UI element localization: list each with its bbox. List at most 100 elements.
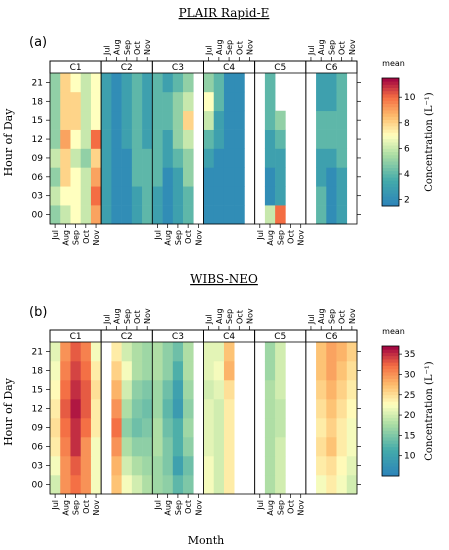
heatmap-cell [264,110,276,130]
heatmap-cell [162,129,174,149]
colorbar-segment [382,90,399,95]
heatmap-cell [80,437,92,457]
heatmap-cell [152,399,163,419]
colorbar-segment [382,145,399,149]
heatmap-cell [111,456,122,476]
heatmap-cell [60,456,71,476]
colorbar-segment [382,170,399,175]
colorbar-segment [382,349,399,353]
heatmap-cell [234,205,245,225]
heatmap-cell [264,73,276,93]
heatmap-cell [213,186,225,206]
heatmap-cell [121,399,133,419]
heatmap-cell [111,399,122,419]
heatmap-cell [60,148,71,168]
heatmap-cell [142,399,153,419]
heatmap-cell [203,437,215,457]
heatmap-cell [183,456,194,476]
heatmap-cell [213,167,225,187]
heatmap-cell [316,342,327,362]
heatmap-cell [172,342,184,362]
heatmap-cell [80,167,92,187]
colorbar-segment [382,453,399,457]
heatmap-cell [275,361,286,381]
heatmap-cell [213,418,225,438]
x-tick-label: Sep [174,500,183,515]
colorbar-segment [382,100,399,104]
heatmap-cell [50,129,61,149]
heatmap-cell [316,110,327,130]
heatmap-cell [121,167,133,187]
facet-label: C2 [121,332,133,342]
heatmap-cell [50,167,61,187]
colorbar-segment [382,190,399,194]
heatmap-cell [203,91,215,112]
colorbar-segment [382,378,399,383]
heatmap-cell [90,129,102,149]
colorbar-segment [382,404,399,409]
heatmap-cell [336,186,348,206]
heatmap-cell [50,73,61,93]
heatmap-cell [90,186,102,206]
heatmap-cell [60,361,71,381]
heatmap-cell [275,380,286,400]
colorbar-segment [382,81,399,85]
colorbar-segment [382,106,399,111]
colorbar-segment [382,407,399,412]
x-tick-label: Oct [184,230,193,244]
heatmap-cell [275,342,286,362]
colorbar-segment [382,180,399,184]
heatmap-cell [223,399,235,419]
heatmap-cell [275,475,286,495]
x-tick-label: Jul [153,500,162,511]
heatmap-cell [264,205,276,225]
heatmap-cell [162,186,174,206]
x-tick-label: Sep [327,309,336,324]
heatmap-cell [60,167,71,187]
heatmap-cell [172,148,184,168]
heatmap-cell [264,342,276,362]
x-tick-label: Oct [82,230,91,244]
y-tick-label: 18 [32,97,44,107]
y-tick-label: 06 [32,443,44,453]
y-tick-label: 21 [32,78,43,88]
heatmap-cell [152,129,163,149]
x-tick-label: Jul [307,314,316,325]
facet-label: C4 [223,63,235,73]
x-tick-label: Oct [82,500,91,514]
heatmap-cell [172,91,184,112]
heatmap-cell [172,129,184,149]
colorbar-tick-label: 35 [404,350,415,360]
heatmap-cell [111,205,122,225]
y-tick-label: 12 [32,405,43,415]
colorbar-tick-label: 8 [404,119,410,129]
heatmap-cell [213,91,225,112]
colorbar-segment [382,375,399,379]
colorbar-segment [382,368,399,373]
x-tick-label: Nov [246,308,255,324]
facet-label: C5 [274,332,286,342]
heatmap-cell [336,205,348,225]
heatmap-cell [275,148,286,168]
heatmap-cell [326,148,337,168]
heatmap-cell [223,361,235,381]
heatmap-cell [131,91,143,112]
heatmap-cell [234,91,245,112]
heatmap-cell [131,456,143,476]
colorbar-segment [382,161,399,165]
colorbar-segment [382,385,399,389]
heatmap-cell [203,110,215,130]
x-tick-label: Sep [174,230,183,245]
heatmap-cell [183,418,194,438]
colorbar-title: mean [382,59,405,68]
facet-label: C4 [223,332,235,342]
heatmap-cell [162,418,174,438]
heatmap-cell [70,167,81,187]
heatmap-cell [142,418,153,438]
heatmap-cell [152,342,163,362]
heatmap-cell [60,129,71,149]
x-tick-label: Nov [348,308,357,324]
colorbar-title: mean [382,327,405,336]
heatmap-cell [60,399,71,419]
heatmap-cell [213,73,225,93]
